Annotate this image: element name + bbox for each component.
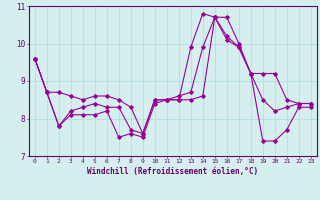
X-axis label: Windchill (Refroidissement éolien,°C): Windchill (Refroidissement éolien,°C): [87, 167, 258, 176]
